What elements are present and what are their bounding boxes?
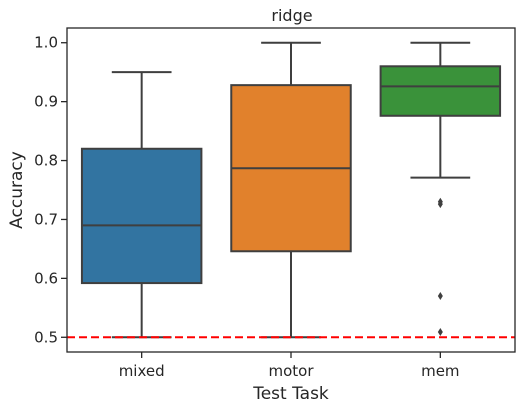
y-tick-label: 1.0 <box>34 34 58 52</box>
y-tick-label: 0.6 <box>34 269 58 287</box>
x-axis-ticks: mixed motor mem <box>119 352 460 380</box>
box-mem <box>379 41 502 336</box>
y-axis-ticks: 0.5 0.6 0.7 0.8 0.9 1.0 <box>34 34 67 346</box>
y-axis-label: Accuracy <box>7 151 27 229</box>
outlier-point <box>437 327 443 336</box>
box-series <box>67 41 515 339</box>
y-tick-label: 0.5 <box>34 328 58 346</box>
box-motor <box>230 41 352 339</box>
y-tick-label: 0.9 <box>34 93 58 111</box>
plot-area-frame <box>66 27 516 353</box>
outlier-point <box>437 292 443 301</box>
y-tick-label: 0.7 <box>34 210 58 228</box>
chart-title: ridge <box>271 6 312 25</box>
x-tick-label: mem <box>421 362 459 380</box>
y-tick-label: 0.8 <box>34 152 58 170</box>
x-axis-label: Test Task <box>252 384 329 404</box>
x-tick-label: mixed <box>119 362 165 380</box>
x-tick-label: motor <box>268 362 314 380</box>
box-mixed <box>80 71 203 339</box>
box-body <box>379 65 502 117</box>
box-body <box>80 147 203 285</box>
outlier-point <box>437 200 443 209</box>
